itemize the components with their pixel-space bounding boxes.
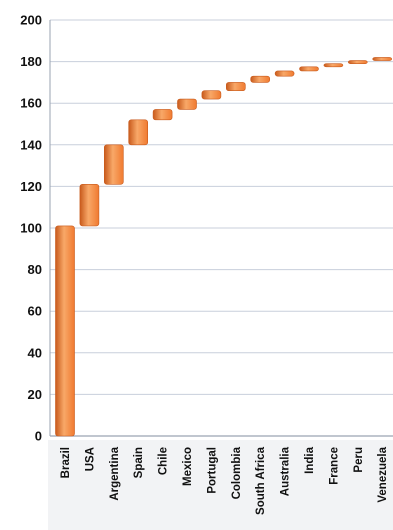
x-tick-label-colombia: Colombia: [231, 446, 243, 499]
y-tick-label-40: 40: [28, 345, 42, 360]
bar-brazil: [55, 225, 75, 437]
bar-mexico: [177, 98, 197, 110]
x-tick-label-brazil: Brazil: [60, 447, 72, 478]
bar-australia: [274, 70, 295, 77]
y-tick-label-180: 180: [20, 54, 42, 69]
y-tick-label-140: 140: [20, 137, 42, 152]
bar-peru: [347, 60, 368, 64]
x-tick-label-usa: USA: [84, 447, 96, 471]
y-tick-label-0: 0: [35, 429, 42, 444]
y-tick-label-100: 100: [20, 221, 42, 236]
y-tick-label-200: 200: [20, 13, 42, 28]
x-tick-label-portugal: Portugal: [206, 447, 218, 494]
x-tick-label-south-africa: South Africa: [255, 446, 267, 515]
y-tick-label-160: 160: [20, 96, 42, 111]
bars: [55, 57, 393, 437]
bar-venezuela: [372, 57, 393, 61]
x-tick-label-venezuela: Venezuela: [377, 446, 389, 502]
grid-lines: [49, 19, 393, 437]
bar-india: [299, 66, 319, 72]
x-tick-label-india: India: [304, 446, 316, 473]
x-tick-label-spain: Spain: [133, 447, 145, 478]
y-axis-tick-labels: 0 20 40 60 80 100 120 140 160 180 200: [20, 13, 42, 444]
y-tick-label-80: 80: [28, 262, 42, 277]
y-tick-label-60: 60: [28, 304, 42, 319]
x-tick-label-france: France: [328, 447, 340, 485]
x-tick-label-mexico: Mexico: [182, 447, 194, 486]
bar-argentina: [104, 144, 124, 185]
x-tick-label-australia: Australia: [280, 446, 292, 496]
bar-colombia: [226, 82, 246, 92]
y-tick-label-120: 120: [20, 179, 42, 194]
x-tick-label-chile: Chile: [158, 447, 170, 475]
x-axis-tick-labels: Brazil USA Argentina Spain Chile Mexico Portug…: [60, 446, 389, 515]
bar-france: [323, 63, 344, 68]
x-tick-label-peru: Peru: [353, 447, 365, 473]
bar-usa: [79, 184, 100, 227]
x-label-panel: [48, 440, 393, 530]
bar-chile: [152, 109, 173, 121]
bar-spain: [128, 119, 148, 146]
bar-portugal: [201, 90, 222, 100]
x-tick-label-argentina: Argentina: [109, 446, 121, 500]
y-tick-label-20: 20: [28, 387, 42, 402]
bar-south-africa: [250, 75, 270, 83]
